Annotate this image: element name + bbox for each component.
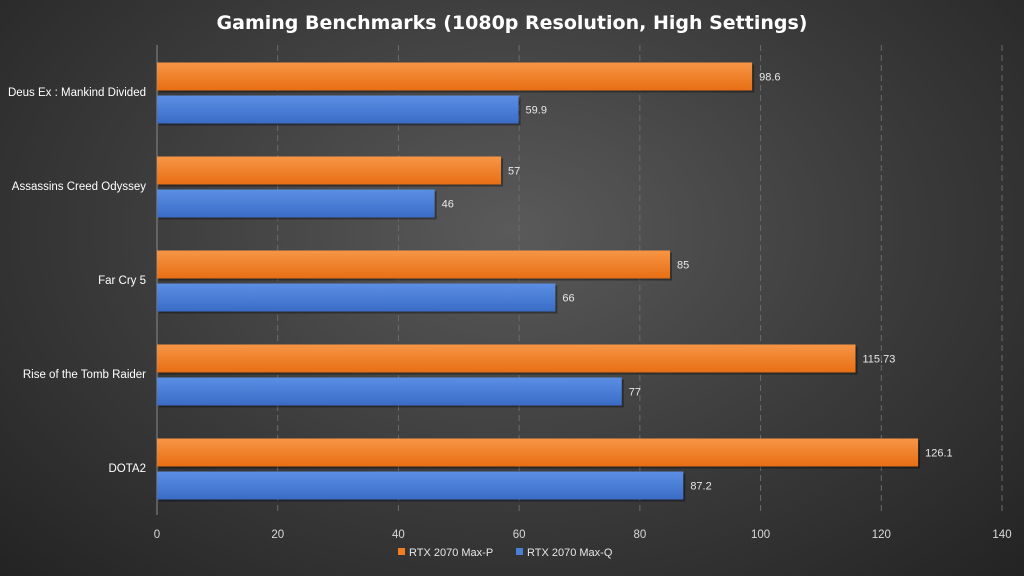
bar-max-q-0 [157, 95, 519, 124]
legend-label-1: RTX 2070 Max-Q [527, 547, 613, 559]
data-label-1-4: 87.2 [690, 481, 711, 493]
legend-swatch-1 [516, 548, 523, 555]
x-tick-label-40: 40 [392, 529, 405, 541]
data-label-1-1: 46 [442, 199, 454, 211]
category-label-3: Rise of the Tomb Raider [23, 369, 146, 381]
data-label-0-1: 57 [508, 166, 520, 178]
labels: 0 20 40 60 80 100 120 140 Deus Ex : Mankind Divi… [8, 72, 1012, 542]
gridlines [156, 45, 1003, 515]
x-tick-label-140: 140 [992, 529, 1011, 541]
x-tick-label-80: 80 [633, 529, 646, 541]
bars [157, 62, 921, 502]
data-label-1-3: 77 [629, 387, 641, 399]
bar-max-p-2 [157, 250, 671, 279]
data-label-0-0: 98.6 [759, 72, 780, 84]
data-label-1-2: 66 [562, 293, 574, 305]
bar-max-q-4 [157, 471, 684, 500]
bar-max-q-3 [157, 377, 622, 406]
data-label-0-2: 85 [677, 260, 689, 272]
chart-title: Gaming Benchmarks (1080p Resolution, Hig… [217, 12, 808, 34]
bar-max-p-4 [157, 438, 919, 467]
category-label-0: Deus Ex : Mankind Divided [8, 87, 146, 99]
data-label-1-0: 59.9 [526, 105, 547, 117]
x-tick-label-100: 100 [751, 529, 770, 541]
legend-label-0: RTX 2070 Max-P [409, 547, 493, 559]
data-label-0-3: 115.73 [863, 354, 896, 366]
bar-max-p-1 [157, 156, 502, 185]
bar-max-q-2 [157, 283, 556, 312]
category-label-4: DOTA2 [109, 463, 147, 475]
x-tick-label-0: 0 [154, 529, 160, 541]
x-tick-label-60: 60 [513, 529, 526, 541]
bar-max-p-0 [157, 62, 753, 91]
x-tick-label-120: 120 [872, 529, 891, 541]
x-tick-label-20: 20 [271, 529, 284, 541]
bar-max-q-1 [157, 189, 435, 218]
legend-swatch-0 [398, 548, 405, 555]
data-label-0-4: 126.1 [925, 448, 953, 460]
bar-max-p-3 [157, 344, 856, 373]
category-label-2: Far Cry 5 [98, 275, 146, 287]
category-label-1: Assassins Creed Odyssey [12, 181, 146, 193]
legend: RTX 2070 Max-P RTX 2070 Max-Q [398, 547, 613, 559]
